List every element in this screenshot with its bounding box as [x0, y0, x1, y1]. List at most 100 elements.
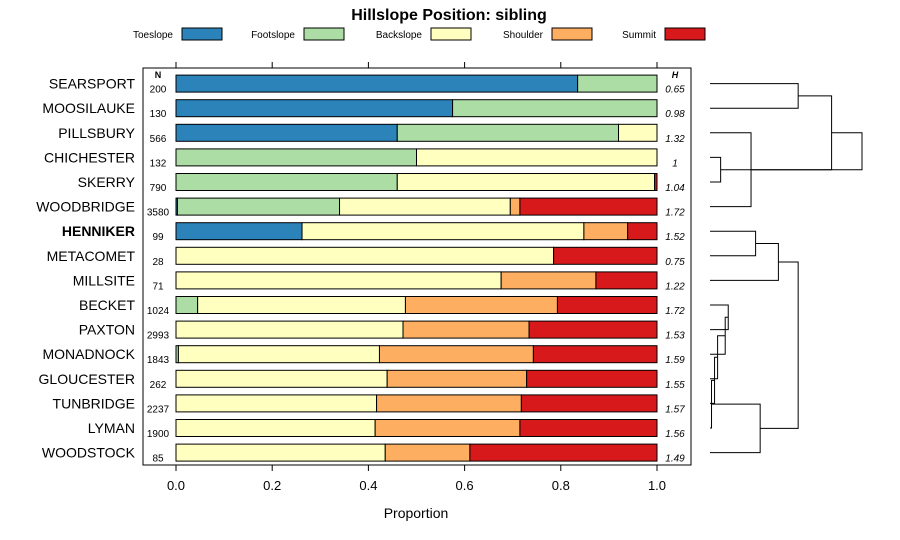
- bar-segment-summit: [654, 173, 658, 191]
- bar-segment-summit: [469, 443, 658, 462]
- x-tick-label: 1.0: [648, 478, 666, 493]
- bar-segment-backslope: [175, 443, 386, 462]
- legend-swatch-footslope: [303, 27, 345, 41]
- bar-row-skerry: SKERRY 790 1.04: [78, 173, 685, 194]
- bar-row-lyman: LYMAN 1900 1.56: [88, 419, 685, 440]
- bar-segment-footslope: [396, 123, 620, 142]
- x-axis: 0.0 0.2 0.4 0.6 0.8 1.0: [167, 62, 666, 493]
- bar-segment-backslope: [175, 246, 555, 265]
- bar-segment-summit: [520, 394, 658, 413]
- dendrogram-link: [710, 243, 779, 281]
- legend-label-toeslope: Toeslope: [133, 30, 173, 41]
- row-label: PILLSBURY: [58, 125, 135, 141]
- bar-segment-shoulder: [374, 419, 521, 437]
- x-tick-label: 0.0: [167, 478, 185, 493]
- dendrogram-link: [710, 156, 722, 183]
- bar-row-woodstock: WOODSTOCK 85 1.49: [42, 443, 685, 465]
- h-value: 0.65: [665, 85, 685, 96]
- dendrogram-link: [751, 132, 863, 171]
- bar-row-gloucester: GLOUCESTER 262 1.55: [39, 369, 685, 391]
- n-value: 2237: [147, 404, 170, 415]
- bar-segment-toeslope: [175, 74, 579, 93]
- h-value: 1.72: [665, 208, 685, 219]
- bar-segment-footslope: [452, 99, 658, 118]
- bar-segment-summit: [627, 222, 658, 241]
- n-value: 200: [150, 85, 167, 96]
- n-value: 3580: [147, 208, 170, 219]
- bar-segment-shoulder: [376, 394, 522, 413]
- bar-segment-shoulder: [402, 320, 530, 339]
- bar-segment-summit: [526, 369, 658, 388]
- row-label: BECKET: [79, 297, 135, 313]
- bar-row-moosilauke: MOOSILAUKE 130 0.98: [42, 99, 685, 120]
- bar-rows: N H SEARSPORT 200 0.65 MOOSILAUKE 130 0.98 PILLS…: [36, 67, 692, 466]
- n-value: 1024: [147, 306, 170, 317]
- bar-segment-shoulder: [386, 369, 528, 388]
- bar-row-searsport: SEARSPORT 200 0.65: [49, 74, 685, 96]
- dendrogram-link: [710, 230, 757, 257]
- row-label: WOODBRIDGE: [36, 199, 135, 215]
- bar-segment-backslope: [175, 271, 502, 290]
- legend: Toeslope Footslope Backslope Shoulder Summit: [133, 27, 706, 41]
- h-value: 1: [672, 158, 678, 169]
- dendrogram-link: [760, 261, 799, 429]
- bar-segment-backslope: [177, 345, 380, 364]
- x-tick-label: 0.8: [552, 478, 570, 493]
- bar-segment-footslope: [176, 197, 341, 216]
- n-value: 71: [152, 281, 164, 292]
- dendrogram-link: [710, 403, 761, 454]
- x-tick-label: 0.2: [263, 478, 281, 493]
- h-value: 1.04: [665, 183, 685, 194]
- row-label: HENNIKER: [62, 223, 135, 239]
- bar-segment-backslope: [396, 173, 656, 191]
- bar-segment-toeslope: [175, 99, 454, 118]
- bar-segment-backslope: [175, 369, 388, 388]
- h-value: 1.55: [665, 380, 685, 391]
- h-value: 1.56: [665, 429, 685, 440]
- row-label: GLOUCESTER: [39, 371, 135, 387]
- bar-segment-toeslope: [175, 123, 398, 142]
- bar-segment-summit: [532, 345, 658, 364]
- legend-swatch-backslope: [430, 27, 472, 41]
- dendrogram-link: [710, 83, 799, 109]
- bar-row-woodbridge: WOODBRIDGE 3580 1.72: [36, 197, 685, 219]
- x-tick-label: 0.4: [359, 478, 377, 493]
- h-value: 1.52: [665, 232, 685, 243]
- bar-segment-footslope: [175, 296, 199, 314]
- bar-segment-backslope: [339, 197, 511, 216]
- bar-row-henniker: HENNIKER 99 1.52: [62, 222, 685, 243]
- dendrogram: [710, 83, 863, 454]
- x-tick-label: 0.6: [456, 478, 474, 493]
- h-value: 1.22: [665, 281, 685, 292]
- h-value: 1.72: [665, 306, 685, 317]
- bar-segment-backslope: [618, 123, 658, 142]
- bar-row-tunbridge: TUNBRIDGE 2237 1.57: [53, 394, 685, 415]
- h-value: 1.53: [665, 331, 685, 342]
- n-value: 1843: [147, 355, 170, 366]
- n-value: 132: [150, 158, 167, 169]
- row-label: SEARSPORT: [49, 76, 136, 92]
- h-value: 0.98: [665, 109, 685, 120]
- bar-segment-shoulder: [500, 271, 597, 290]
- n-value: 99: [152, 232, 164, 243]
- bar-segment-summit: [528, 320, 658, 339]
- row-label: MOOSILAUKE: [42, 100, 135, 116]
- row-label: METACOMET: [47, 248, 136, 264]
- bar-row-becket: BECKET 1024 1.72: [79, 296, 685, 317]
- bar-row-pillsbury: PILLSBURY 566 1.32: [58, 123, 685, 145]
- bar-segment-shoulder: [378, 345, 534, 364]
- legend-label-backslope: Backslope: [376, 30, 423, 41]
- legend-label-footslope: Footslope: [251, 30, 295, 41]
- bar-segment-backslope: [416, 148, 658, 167]
- bar-segment-backslope: [175, 419, 376, 437]
- row-label: PAXTON: [79, 322, 135, 338]
- bar-row-monadnock: MONADNOCK 1843 1.59: [42, 345, 685, 366]
- h-value: 1.57: [665, 404, 685, 415]
- chart-title: Hillslope Position: sibling: [351, 7, 547, 24]
- bar-segment-backslope: [197, 296, 406, 314]
- n-value: 790: [150, 183, 167, 194]
- n-value: 28: [152, 257, 164, 268]
- bar-segment-summit: [519, 197, 658, 216]
- h-value: 1.49: [665, 454, 685, 465]
